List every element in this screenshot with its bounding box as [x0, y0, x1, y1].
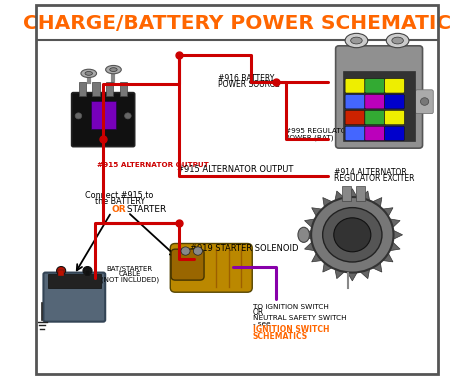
Text: NEUTRAL SAFETY SWITCH: NEUTRAL SAFETY SWITCH	[253, 315, 346, 321]
Polygon shape	[360, 191, 370, 200]
Text: #915 ALTERNATOR OUTPUT: #915 ALTERNATOR OUTPUT	[177, 165, 294, 174]
Circle shape	[83, 266, 92, 275]
Polygon shape	[304, 219, 315, 227]
Polygon shape	[323, 263, 332, 272]
FancyBboxPatch shape	[345, 79, 365, 93]
Text: POWER SOURCE: POWER SOURCE	[219, 80, 280, 89]
Text: OR: OR	[111, 205, 126, 214]
FancyBboxPatch shape	[345, 94, 365, 109]
Polygon shape	[373, 197, 382, 207]
Circle shape	[56, 266, 66, 275]
Bar	[106, 82, 113, 96]
Polygon shape	[312, 208, 322, 216]
Bar	[119, 82, 127, 96]
FancyBboxPatch shape	[72, 92, 135, 147]
FancyBboxPatch shape	[171, 249, 204, 280]
Text: #919 STARTER SOLENOID: #919 STARTER SOLENOID	[190, 244, 298, 252]
FancyBboxPatch shape	[384, 110, 404, 125]
Ellipse shape	[110, 68, 117, 72]
Circle shape	[193, 247, 202, 255]
Bar	[79, 82, 86, 96]
Bar	[91, 101, 116, 129]
FancyBboxPatch shape	[170, 243, 252, 292]
Bar	[47, 274, 101, 288]
Bar	[85, 269, 91, 276]
Text: (NOT INCLUDED): (NOT INCLUDED)	[101, 277, 159, 283]
Polygon shape	[335, 269, 345, 279]
FancyBboxPatch shape	[365, 126, 384, 141]
Polygon shape	[383, 208, 393, 216]
Circle shape	[334, 218, 371, 252]
Polygon shape	[312, 253, 322, 262]
Text: STARTER: STARTER	[124, 205, 166, 214]
Circle shape	[75, 113, 82, 119]
Text: IGNITION SWITCH: IGNITION SWITCH	[253, 326, 329, 335]
Bar	[343, 72, 415, 141]
Text: REGULATOR EXCITER: REGULATOR EXCITER	[334, 174, 414, 183]
Ellipse shape	[345, 33, 368, 48]
Ellipse shape	[81, 69, 97, 78]
Text: BAT/STARTER: BAT/STARTER	[107, 266, 153, 272]
Ellipse shape	[351, 37, 362, 44]
Ellipse shape	[386, 33, 409, 48]
Circle shape	[125, 113, 131, 119]
Ellipse shape	[298, 227, 310, 242]
Text: #995 REGULATOR: #995 REGULATOR	[285, 128, 352, 134]
FancyBboxPatch shape	[345, 110, 365, 125]
Polygon shape	[390, 242, 400, 251]
FancyBboxPatch shape	[44, 273, 105, 322]
Text: POWER (BAT): POWER (BAT)	[285, 134, 334, 141]
Text: TO IGNITION SWITCH: TO IGNITION SWITCH	[253, 304, 328, 310]
Circle shape	[420, 98, 428, 105]
FancyBboxPatch shape	[345, 126, 365, 141]
Ellipse shape	[85, 72, 92, 75]
Text: #916 BATTERY: #916 BATTERY	[219, 74, 275, 83]
Polygon shape	[335, 191, 345, 200]
FancyBboxPatch shape	[384, 79, 404, 93]
Text: OR: OR	[253, 308, 264, 317]
FancyBboxPatch shape	[365, 110, 384, 125]
Circle shape	[311, 197, 393, 273]
FancyBboxPatch shape	[336, 46, 422, 148]
Polygon shape	[304, 242, 315, 251]
Bar	[356, 186, 365, 201]
Text: #915 ALTERNATOR OUTPUT: #915 ALTERNATOR OUTPUT	[97, 162, 209, 168]
Text: the BATTERY: the BATTERY	[95, 197, 145, 206]
Polygon shape	[383, 253, 393, 262]
FancyBboxPatch shape	[365, 94, 384, 109]
Bar	[58, 269, 64, 276]
FancyBboxPatch shape	[384, 126, 404, 141]
Polygon shape	[360, 269, 370, 279]
Polygon shape	[302, 230, 311, 239]
Polygon shape	[323, 197, 332, 207]
Polygon shape	[373, 263, 382, 272]
Text: Connect #915 to: Connect #915 to	[85, 191, 154, 200]
Text: CABLE: CABLE	[118, 271, 141, 277]
Polygon shape	[393, 230, 402, 239]
Ellipse shape	[106, 66, 121, 74]
FancyBboxPatch shape	[365, 79, 384, 93]
Ellipse shape	[392, 37, 403, 44]
Circle shape	[323, 208, 382, 262]
Polygon shape	[390, 219, 400, 227]
Text: SCHEMATICS: SCHEMATICS	[253, 332, 308, 341]
FancyBboxPatch shape	[384, 94, 404, 109]
Text: #914 ALTERNATOR: #914 ALTERNATOR	[334, 168, 407, 177]
Bar	[92, 82, 100, 96]
Polygon shape	[347, 189, 357, 197]
Circle shape	[181, 247, 190, 255]
FancyBboxPatch shape	[416, 90, 433, 114]
Polygon shape	[347, 272, 357, 281]
Bar	[342, 186, 351, 201]
Text: CHARGE/BATTERY POWER SCHEMATIC: CHARGE/BATTERY POWER SCHEMATIC	[23, 14, 451, 33]
Text: - see: - see	[253, 321, 273, 327]
